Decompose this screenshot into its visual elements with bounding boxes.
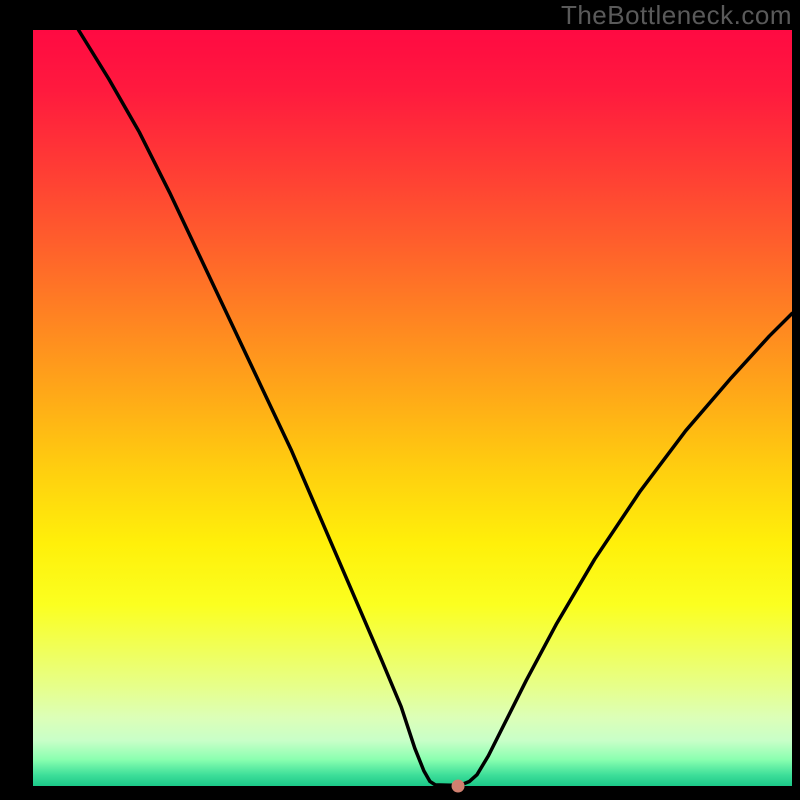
watermark-label: TheBottleneck.com: [561, 0, 792, 31]
chart-container: TheBottleneck.com: [0, 0, 800, 800]
optimal-marker: [452, 780, 465, 793]
chart-canvas: [0, 0, 800, 800]
